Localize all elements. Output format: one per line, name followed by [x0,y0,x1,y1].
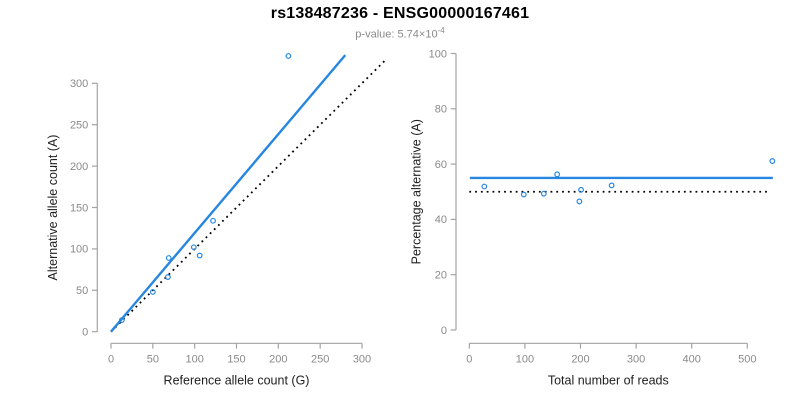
data-point [190,244,197,251]
pvalue-exponent: -4 [437,26,445,35]
x-tick-label: 300 [627,353,645,365]
data-point [285,53,292,59]
data-point [608,182,615,189]
pvalue-text: p-value: 5.74×10 [355,28,438,41]
data-point [578,186,584,193]
data-point [210,217,216,224]
y-tick-label: 300 [70,78,88,90]
data-point [554,171,561,178]
left-scatter-plot: 0 50 100 150 200 250 300 0 50 100 150 200 250 300 Refe… [46,53,388,388]
data-point [118,317,125,324]
figure-title: rs138487236 - ENSG00000167461 [270,5,530,22]
data-point [196,252,203,259]
x-tick-label: 100 [185,353,203,365]
x-tick-label: 400 [683,353,701,365]
y-tick-label: 150 [70,202,88,214]
y-tick-label: 250 [70,120,88,132]
y-tick-label: 100 [70,244,88,256]
x-tick-label: 200 [269,353,287,365]
x-tick-label: 50 [147,353,159,365]
data-point [165,255,172,261]
y-tick-label: 100 [429,48,447,60]
y-tick-label: 80 [435,104,447,116]
right-scatter-plot: 0 20 40 60 80 100 0 100 200 300 400 500 Total number… [410,48,776,388]
x-tick-label: 200 [571,353,589,365]
y-tick-label: 40 [435,214,447,226]
x-tick-label: 500 [738,353,756,365]
reference-line [110,57,388,333]
data-point [481,183,488,190]
x-axis-title: Total number of reads [548,374,669,388]
fit-line [110,54,347,333]
y-tick-label: 200 [70,161,88,173]
y-axis-title: Percentage alternative (A) [410,119,424,264]
data-point [149,289,156,295]
y-tick-label: 50 [76,285,88,297]
x-tick-label: 100 [516,353,534,365]
x-tick-label: 0 [108,353,114,365]
y-tick-label: 0 [82,327,88,339]
data-point [576,198,583,205]
y-axis-title: Alternative allele count (A) [46,135,60,281]
data-point [540,190,547,197]
figure-subtitle: p-value: 5.74×10-4 [0,26,800,41]
data-point [520,191,527,198]
data-point [769,158,776,164]
y-tick-label: 20 [435,270,447,282]
y-tick-label: 0 [441,325,447,337]
y-tick-label: 60 [435,159,447,171]
x-axis-title: Reference allele count (G) [164,374,310,388]
x-tick-label: 250 [311,353,329,365]
x-tick-label: 150 [227,353,245,365]
data-point [164,274,171,280]
x-tick-label: 300 [353,353,371,365]
x-tick-label: 0 [466,353,472,365]
